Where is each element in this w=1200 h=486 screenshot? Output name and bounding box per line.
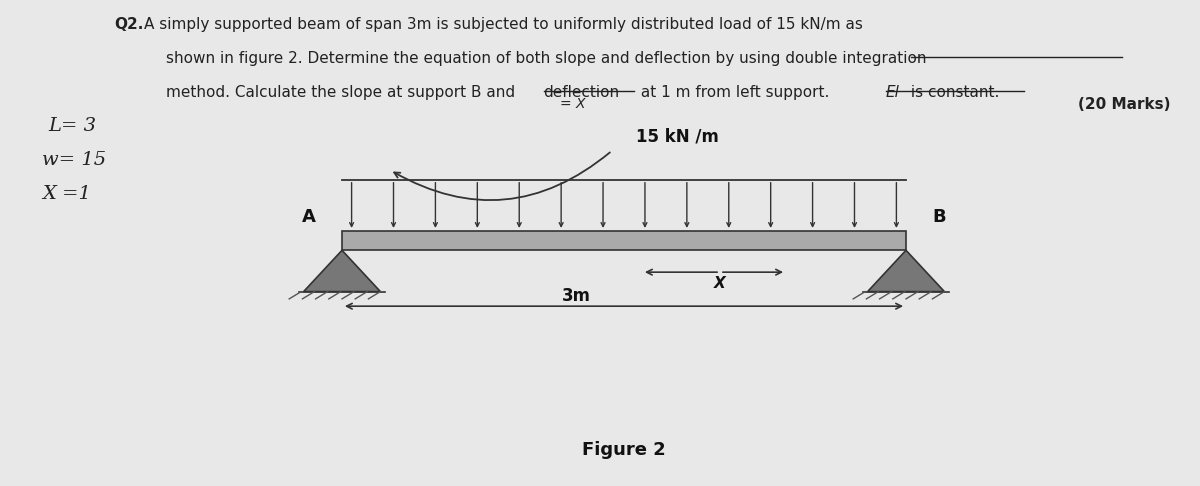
Text: A: A bbox=[301, 208, 316, 226]
Text: X =1: X =1 bbox=[42, 185, 91, 204]
Text: Figure 2: Figure 2 bbox=[582, 441, 666, 459]
Text: = X: = X bbox=[559, 97, 586, 111]
Text: at 1 m from left support.: at 1 m from left support. bbox=[636, 85, 834, 100]
Text: deflection: deflection bbox=[544, 85, 619, 100]
Bar bbox=[342, 231, 906, 250]
Text: L= 3: L= 3 bbox=[48, 117, 96, 136]
Text: shown in figure 2. Determine the equation of both slope and deflection by using : shown in figure 2. Determine the equatio… bbox=[166, 51, 926, 66]
Text: A simply supported beam of span 3m is subjected to uniformly distributed load of: A simply supported beam of span 3m is su… bbox=[144, 17, 863, 32]
Polygon shape bbox=[868, 250, 944, 292]
Text: (20 Marks): (20 Marks) bbox=[1078, 97, 1170, 112]
Text: El: El bbox=[886, 85, 900, 100]
Text: 15 kN /m: 15 kN /m bbox=[636, 128, 719, 146]
Text: 3m: 3m bbox=[562, 287, 590, 305]
Text: is constant.: is constant. bbox=[906, 85, 1000, 100]
Text: w= 15: w= 15 bbox=[42, 151, 106, 170]
Text: B: B bbox=[932, 208, 946, 226]
Text: X: X bbox=[714, 276, 726, 291]
Text: method. Calculate the slope at support B and: method. Calculate the slope at support B… bbox=[166, 85, 520, 100]
Text: Q2.: Q2. bbox=[114, 17, 143, 32]
Polygon shape bbox=[304, 250, 380, 292]
